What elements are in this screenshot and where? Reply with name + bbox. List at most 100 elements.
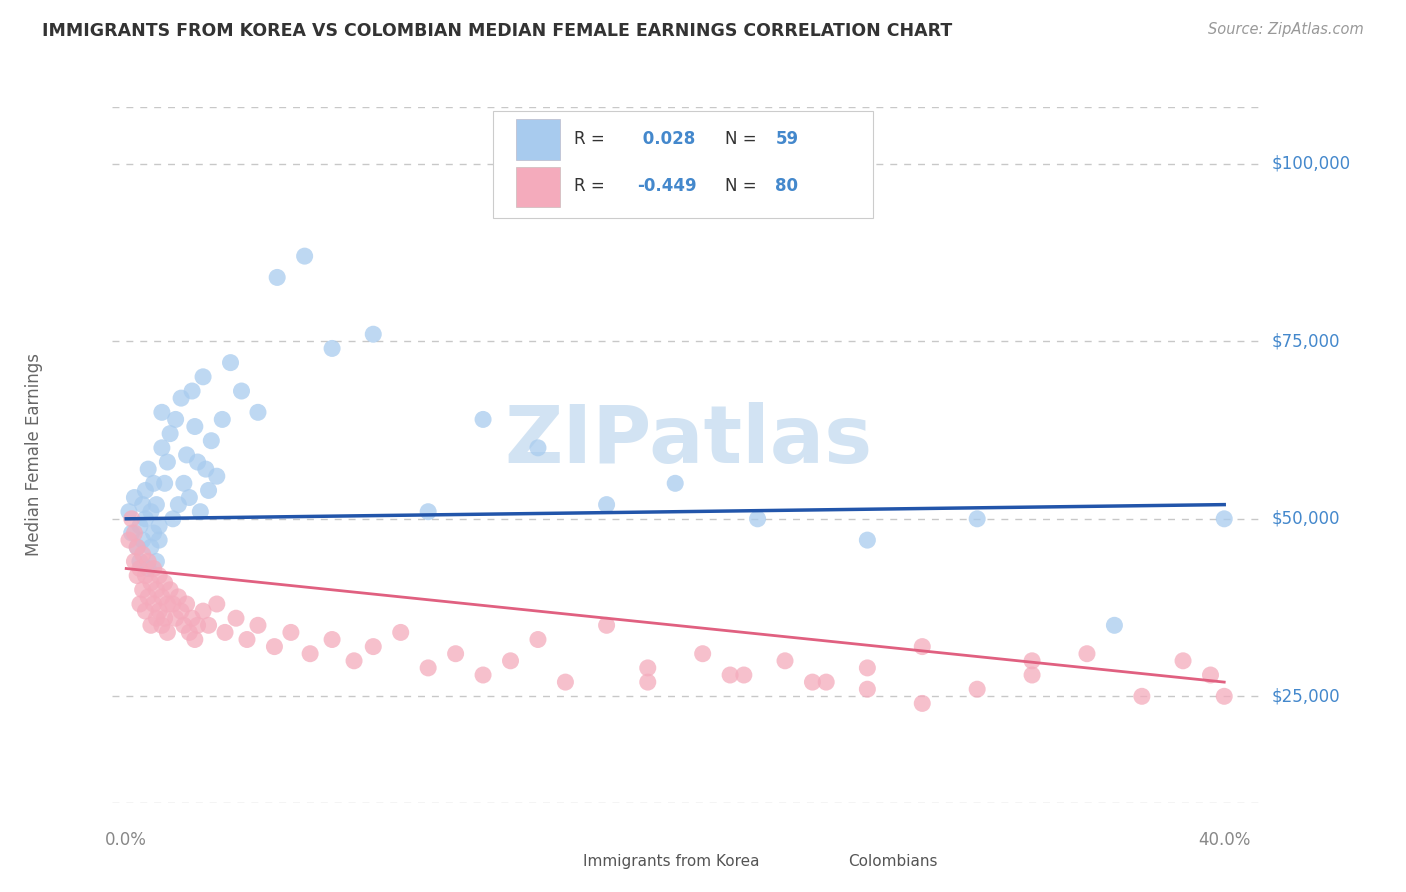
- Point: [148, 604, 170, 618]
- Point: [156, 597, 179, 611]
- Point: [856, 661, 879, 675]
- Text: Source: ZipAtlas.com: Source: ZipAtlas.com: [1208, 22, 1364, 37]
- Point: [856, 533, 879, 548]
- Point: [170, 391, 193, 405]
- Point: [129, 597, 152, 611]
- Point: [733, 668, 755, 682]
- Point: [280, 625, 302, 640]
- Point: [187, 618, 209, 632]
- Text: $100,000: $100,000: [1271, 155, 1350, 173]
- Point: [124, 491, 146, 505]
- Point: [856, 682, 879, 697]
- Point: [418, 661, 440, 675]
- Point: [159, 426, 181, 441]
- Point: [145, 611, 167, 625]
- Point: [139, 618, 162, 632]
- Point: [129, 561, 152, 575]
- Point: [200, 434, 222, 448]
- Point: [299, 647, 322, 661]
- Point: [134, 604, 156, 618]
- Text: 0.028: 0.028: [637, 129, 696, 148]
- FancyBboxPatch shape: [516, 167, 560, 207]
- Text: IMMIGRANTS FROM KOREA VS COLOMBIAN MEDIAN FEMALE EARNINGS CORRELATION CHART: IMMIGRANTS FROM KOREA VS COLOMBIAN MEDIA…: [42, 22, 952, 40]
- Point: [150, 441, 173, 455]
- Point: [1213, 690, 1236, 704]
- Text: $25,000: $25,000: [1271, 688, 1340, 706]
- Point: [747, 512, 769, 526]
- Point: [966, 682, 988, 697]
- Y-axis label: Median Female Earnings: Median Female Earnings: [25, 353, 44, 557]
- Point: [142, 561, 165, 575]
- Text: N =: N =: [724, 129, 756, 148]
- Point: [1104, 618, 1126, 632]
- Point: [124, 554, 146, 568]
- Point: [179, 625, 201, 640]
- Point: [127, 540, 149, 554]
- Text: -0.449: -0.449: [637, 178, 697, 195]
- Point: [150, 618, 173, 632]
- Point: [165, 611, 187, 625]
- Point: [263, 640, 285, 654]
- Point: [170, 604, 193, 618]
- Point: [692, 647, 714, 661]
- Point: [139, 540, 162, 554]
- Point: [153, 611, 176, 625]
- Point: [197, 483, 219, 498]
- Point: [343, 654, 366, 668]
- Point: [194, 462, 217, 476]
- Point: [1021, 668, 1043, 682]
- Point: [118, 505, 141, 519]
- Point: [136, 590, 159, 604]
- Point: [136, 462, 159, 476]
- Point: [191, 604, 214, 618]
- Point: [162, 512, 184, 526]
- Text: R =: R =: [574, 129, 605, 148]
- Point: [131, 582, 153, 597]
- Point: [165, 412, 187, 426]
- Point: [815, 675, 838, 690]
- Point: [162, 597, 184, 611]
- Point: [124, 526, 146, 541]
- Point: [150, 590, 173, 604]
- Point: [911, 640, 934, 654]
- Text: $50,000: $50,000: [1271, 510, 1340, 528]
- Text: R =: R =: [574, 178, 605, 195]
- Point: [197, 618, 219, 632]
- Point: [1021, 654, 1043, 668]
- Point: [145, 498, 167, 512]
- Point: [718, 668, 741, 682]
- FancyBboxPatch shape: [538, 847, 571, 878]
- Point: [153, 476, 176, 491]
- Point: [127, 540, 149, 554]
- Point: [418, 505, 440, 519]
- Point: [173, 618, 195, 632]
- Point: [527, 441, 550, 455]
- Point: [472, 668, 495, 682]
- Point: [294, 249, 316, 263]
- Point: [153, 575, 176, 590]
- Text: 40.0%: 40.0%: [1198, 831, 1250, 849]
- Point: [205, 597, 228, 611]
- Point: [156, 625, 179, 640]
- Point: [181, 611, 204, 625]
- Point: [1171, 654, 1194, 668]
- Point: [637, 661, 659, 675]
- Point: [127, 568, 149, 582]
- Point: [148, 519, 170, 533]
- Point: [911, 697, 934, 711]
- Text: 59: 59: [776, 129, 799, 148]
- Point: [499, 654, 522, 668]
- Text: N =: N =: [724, 178, 756, 195]
- Point: [184, 419, 207, 434]
- Point: [595, 618, 617, 632]
- Point: [142, 476, 165, 491]
- Point: [664, 476, 686, 491]
- Point: [214, 625, 236, 640]
- Point: [527, 632, 550, 647]
- Point: [444, 647, 467, 661]
- Point: [205, 469, 228, 483]
- FancyBboxPatch shape: [494, 111, 873, 219]
- Text: Immigrants from Korea: Immigrants from Korea: [583, 855, 759, 870]
- Point: [184, 632, 207, 647]
- Point: [246, 618, 269, 632]
